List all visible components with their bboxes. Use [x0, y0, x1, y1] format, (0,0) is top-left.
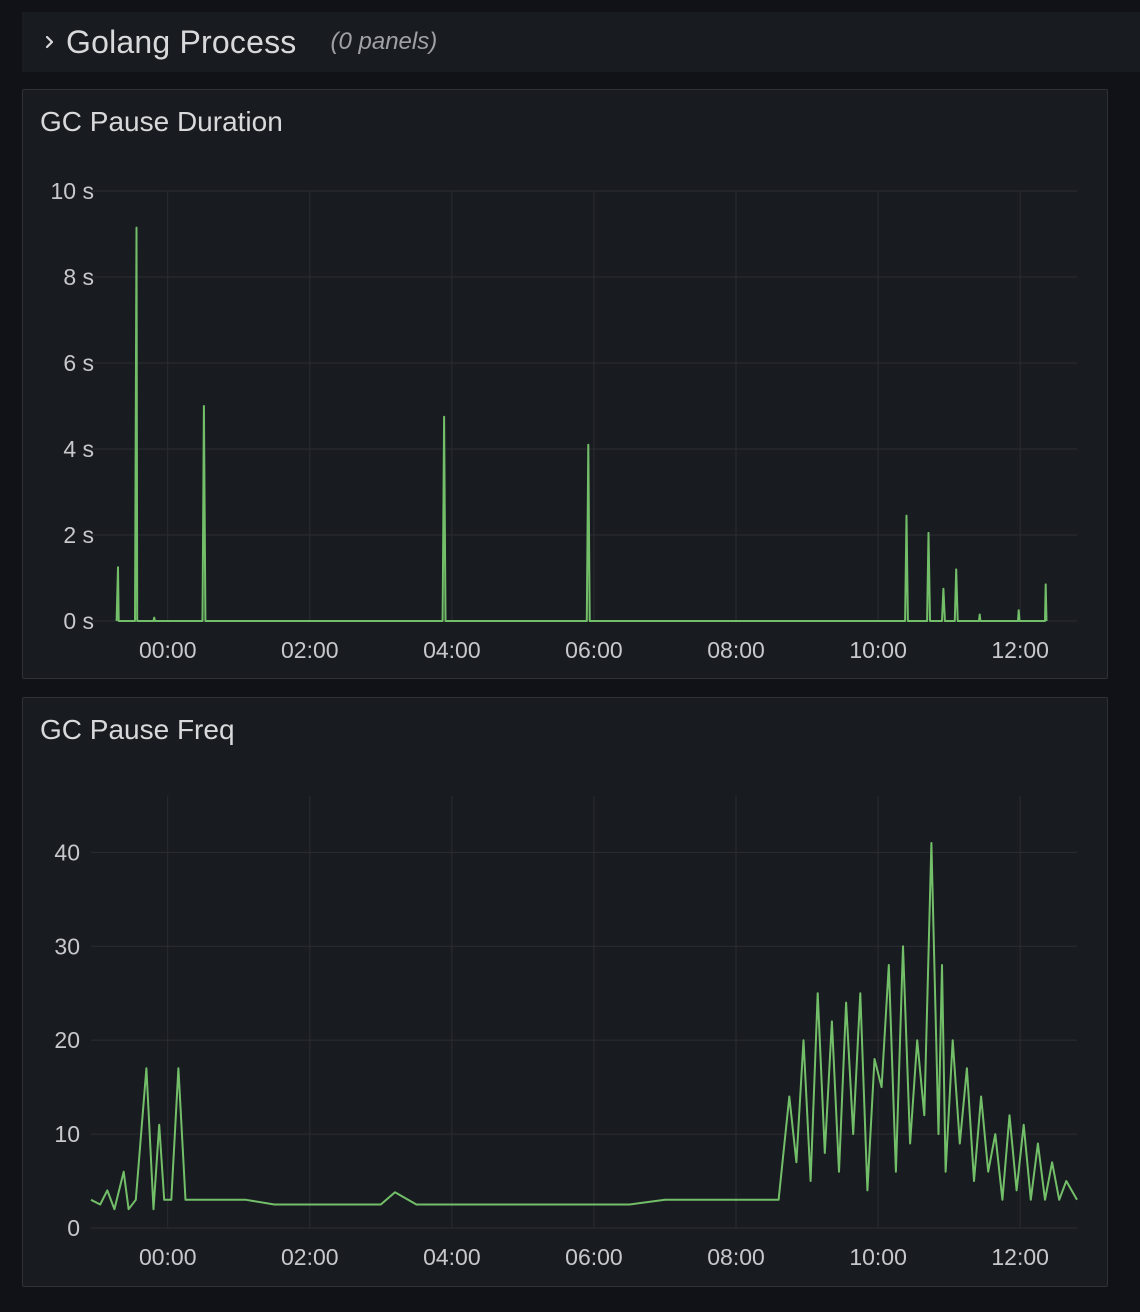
- row-panel-count: (0 panels): [330, 28, 438, 55]
- x-tick-label: 00:00: [139, 1244, 197, 1270]
- x-tick-label: 02:00: [281, 637, 339, 663]
- y-tick-label: 20: [54, 1027, 80, 1053]
- chevron-right-icon[interactable]: [40, 32, 60, 52]
- y-tick-label: 4 s: [63, 436, 94, 462]
- y-tick-label: 0 s: [63, 608, 94, 634]
- y-tick-label: 10: [54, 1121, 80, 1147]
- x-tick-label: 04:00: [423, 637, 481, 663]
- series-line: [90, 842, 1078, 1211]
- x-tick-label: 04:00: [423, 1244, 481, 1270]
- x-tick-label: 10:00: [849, 1244, 907, 1270]
- row-title[interactable]: Golang Process: [66, 23, 297, 60]
- x-tick-label: 06:00: [565, 1244, 623, 1270]
- x-tick-label: 12:00: [991, 1244, 1049, 1270]
- x-tick-label: 02:00: [281, 1244, 339, 1270]
- panel-title[interactable]: GC Pause Freq: [40, 714, 235, 745]
- x-tick-label: 06:00: [565, 637, 623, 663]
- panel-gc-pause-duration[interactable]: 0 s 2 s 4 s 6 s 8 s 10 s 00:00 02:00 04:00 06:00 0…: [22, 89, 1108, 679]
- row-header-golang-process[interactable]: Golang Process (0 panels): [22, 12, 1140, 72]
- panel-title[interactable]: GC Pause Duration: [40, 106, 283, 137]
- y-tick-label: 0: [67, 1215, 80, 1241]
- x-tick-label: 08:00: [707, 1244, 765, 1270]
- y-tick-label: 30: [54, 933, 80, 959]
- gc-pause-freq-chart: 0 10 20 30 40 00:00 02:00 04:00 06:00 08:00 10:00 1…: [54, 796, 1078, 1270]
- y-tick-label: 40: [54, 839, 80, 865]
- gc-pause-duration-chart: 0 s 2 s 4 s 6 s 8 s 10 s 00:00 02:00 04:00 06:00 0…: [51, 178, 1077, 663]
- x-tick-label: 12:00: [991, 637, 1049, 663]
- x-tick-label: 08:00: [707, 637, 765, 663]
- x-tick-label: 00:00: [139, 637, 197, 663]
- y-tick-label: 8 s: [63, 264, 94, 290]
- x-tick-label: 10:00: [849, 637, 907, 663]
- y-tick-label: 6 s: [63, 350, 94, 376]
- y-tick-label: 2 s: [63, 522, 94, 548]
- y-tick-label: 10 s: [51, 178, 94, 204]
- panel-gc-pause-freq[interactable]: 0 10 20 30 40 00:00 02:00 04:00 06:00 08:00 10:00 1…: [22, 697, 1108, 1287]
- series-line: [115, 226, 1048, 622]
